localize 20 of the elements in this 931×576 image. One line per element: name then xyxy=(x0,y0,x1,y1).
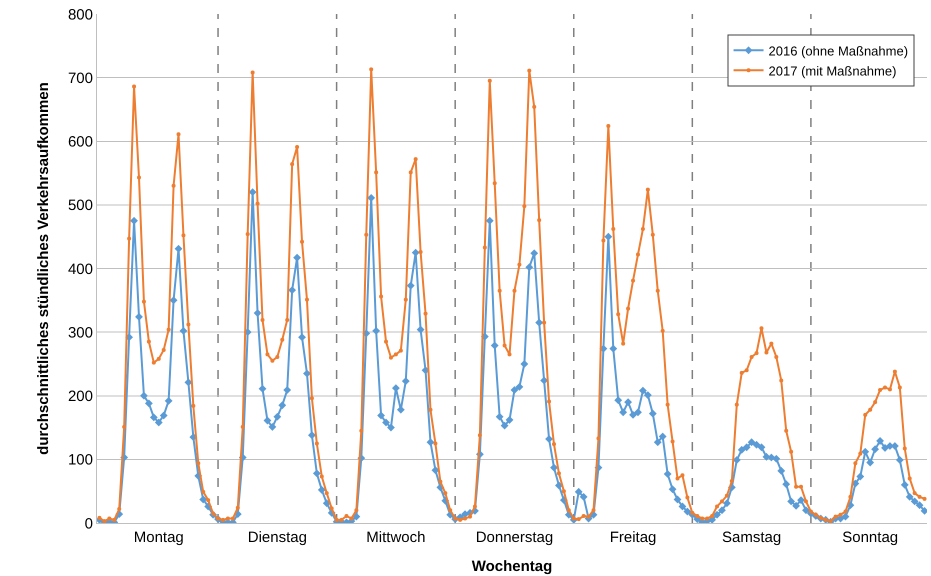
y-tick-label: 0 xyxy=(84,515,93,532)
y-tick-label: 300 xyxy=(68,324,93,342)
legend-label: 2016 (ohne Maßnahme) xyxy=(768,43,908,58)
legend-label: 2017 (mit Maßnahme) xyxy=(768,63,896,78)
y-tick-label: 500 xyxy=(68,197,93,214)
y-tick-label: 400 xyxy=(68,260,93,278)
y-tick-label: 700 xyxy=(68,70,93,87)
y-tick-label: 800 xyxy=(68,6,93,24)
y-tick-label: 100 xyxy=(68,452,93,469)
y-axis-title: durchschnittliches stündliches Verkehrsaufkommen xyxy=(35,82,52,455)
x-tick-label: Dienstag xyxy=(248,529,307,546)
x-tick-label: Sonntag xyxy=(842,529,898,546)
y-tick-label: 200 xyxy=(68,388,93,405)
x-tick-label: Samstag xyxy=(722,529,782,546)
x-tick-label: Mittwoch xyxy=(366,529,426,546)
x-tick-label: Montag xyxy=(134,529,184,546)
x-axis-title: Wochentag xyxy=(472,558,552,575)
x-tick-label: Donnerstag xyxy=(476,529,554,546)
y-tick-label: 600 xyxy=(68,134,93,150)
x-tick-label: Freitag xyxy=(610,529,656,546)
